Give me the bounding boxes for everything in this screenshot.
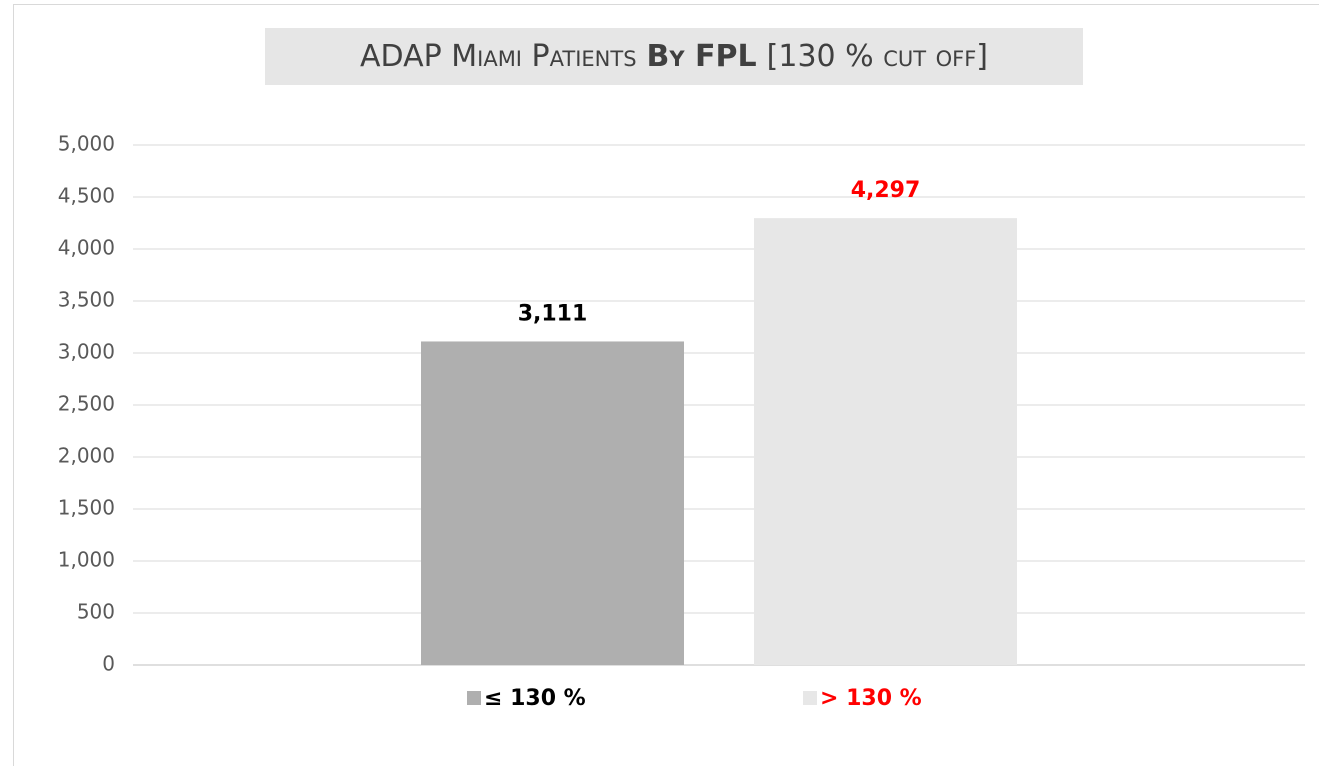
value-label: 3,111 — [518, 301, 588, 326]
chart-title: ADAP Miami Patients By FPL [130 % cut of… — [265, 28, 1083, 85]
legend-label: > 130 % — [820, 686, 922, 711]
y-tick-label: 3,000 — [58, 340, 115, 364]
title-part: ADAP Miami Patients — [360, 39, 637, 74]
legend-swatch — [803, 691, 817, 705]
y-tick-label: 4,000 — [58, 236, 115, 260]
bar — [421, 341, 684, 665]
y-tick-label: 1,500 — [58, 496, 115, 520]
bar — [754, 218, 1017, 665]
title-part: By FPL — [646, 39, 757, 74]
y-tick-label: 0 — [102, 652, 115, 676]
y-tick-label: 5,000 — [58, 132, 115, 156]
chart-frame — [13, 4, 1319, 766]
legend-label: ≤ 130 % — [484, 686, 586, 711]
y-tick-label: 4,500 — [58, 184, 115, 208]
legend-swatch — [467, 691, 481, 705]
title-part: [130 % cut off] — [766, 39, 988, 74]
y-tick-label: 2,000 — [58, 444, 115, 468]
y-tick-label: 3,500 — [58, 288, 115, 312]
value-label: 4,297 — [851, 178, 921, 203]
y-tick-label: 1,000 — [58, 548, 115, 572]
y-tick-label: 2,500 — [58, 392, 115, 416]
y-tick-label: 500 — [77, 600, 115, 624]
